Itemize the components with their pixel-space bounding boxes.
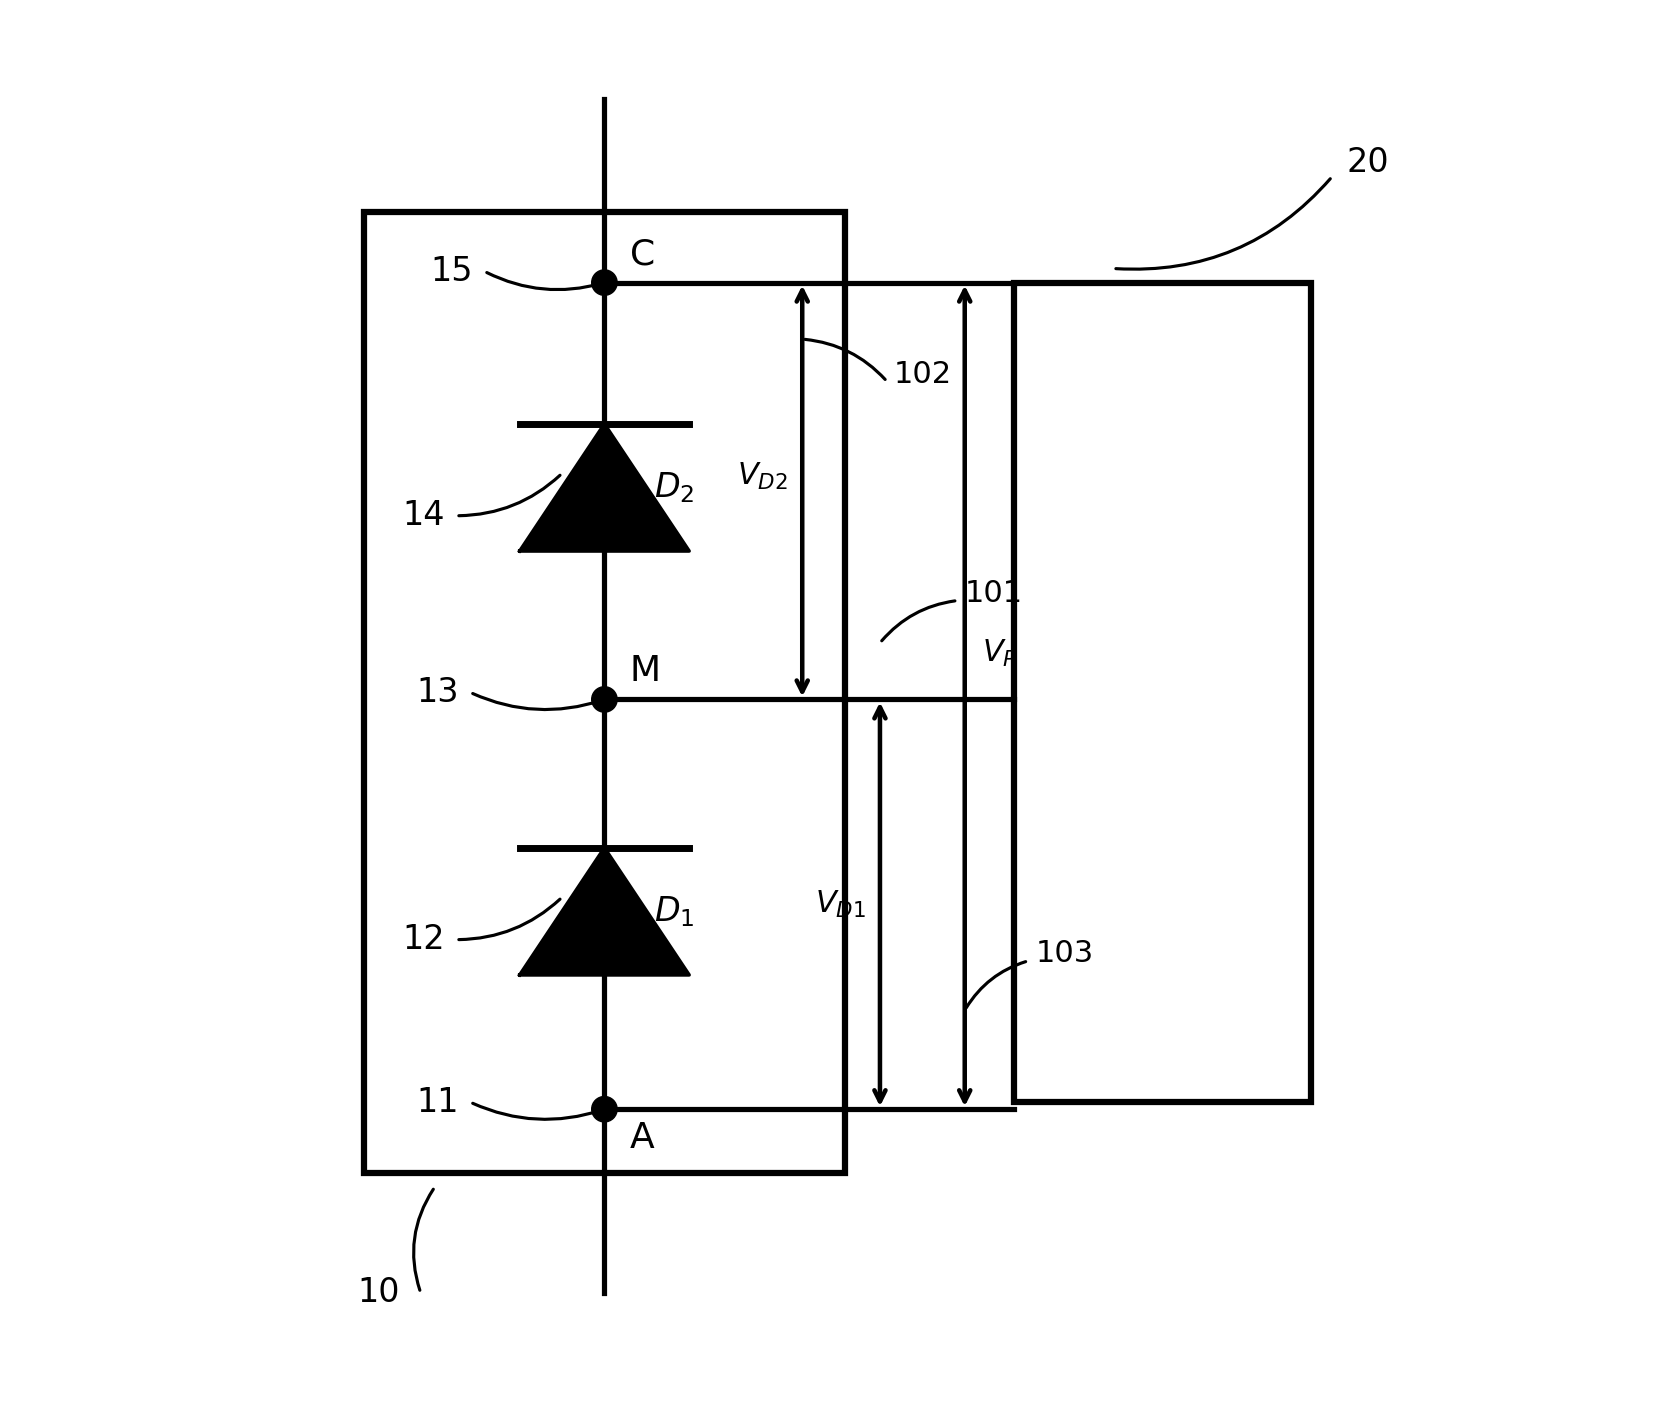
- Text: 15: 15: [430, 254, 473, 288]
- Text: 14: 14: [402, 499, 445, 533]
- Polygon shape: [520, 848, 689, 975]
- Text: $V_{D2}$: $V_{D2}$: [737, 461, 787, 493]
- Circle shape: [591, 1096, 618, 1122]
- Text: 13: 13: [417, 675, 458, 709]
- Bar: [364, 212, 845, 1173]
- Text: 12: 12: [402, 923, 445, 957]
- Text: 10: 10: [357, 1276, 400, 1310]
- Circle shape: [591, 687, 618, 712]
- Circle shape: [591, 270, 618, 295]
- Text: $D_1$: $D_1$: [654, 894, 694, 928]
- Text: A: A: [630, 1121, 654, 1154]
- Text: $V_{D1}$: $V_{D1}$: [816, 889, 865, 920]
- Text: M: M: [630, 654, 661, 688]
- Text: 103: 103: [1035, 940, 1093, 968]
- Text: 102: 102: [894, 360, 952, 389]
- Text: 101: 101: [965, 579, 1023, 608]
- Bar: [1015, 283, 1311, 1102]
- Text: $V_P$: $V_P$: [982, 637, 1018, 670]
- Text: 11: 11: [417, 1085, 458, 1119]
- Text: 20: 20: [1347, 146, 1389, 179]
- Text: $D_2$: $D_2$: [654, 471, 694, 504]
- Text: C: C: [630, 237, 654, 271]
- Polygon shape: [520, 424, 689, 551]
